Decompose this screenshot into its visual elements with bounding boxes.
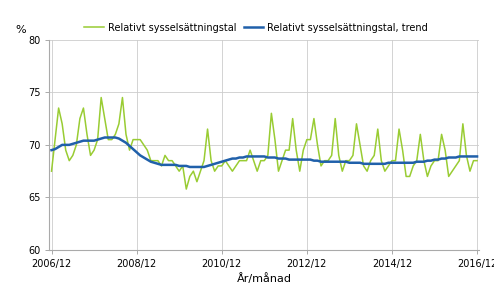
Relativt sysselsättningstal, trend xyxy=(102,136,108,139)
Relativt sysselsättningstal, trend xyxy=(322,160,328,163)
Relativt sysselsättningstal xyxy=(453,164,459,168)
Relativt sysselsättningstal, trend xyxy=(91,139,97,142)
Relativt sysselsättningstal xyxy=(343,159,349,163)
Relativt sysselsättningstal xyxy=(474,159,480,163)
Relativt sysselsättningstal, trend xyxy=(151,161,157,165)
Text: %: % xyxy=(15,25,26,35)
Relativt sysselsättningstal, trend xyxy=(474,155,480,158)
Relativt sysselsättningstal, trend xyxy=(237,156,243,159)
Line: Relativt sysselsättningstal: Relativt sysselsättningstal xyxy=(51,98,477,189)
Legend: Relativt sysselsättningstal, Relativt sysselsättningstal, trend: Relativt sysselsättningstal, Relativt sy… xyxy=(84,23,428,33)
Relativt sysselsättningstal xyxy=(48,169,54,173)
X-axis label: År/månad: År/månad xyxy=(237,273,292,284)
Relativt sysselsättningstal, trend xyxy=(48,148,54,152)
Relativt sysselsättningstal xyxy=(183,187,189,191)
Relativt sysselsättningstal xyxy=(98,96,104,99)
Relativt sysselsättningstal xyxy=(91,148,97,152)
Relativt sysselsättningstal, trend xyxy=(343,160,349,163)
Relativt sysselsättningstal, trend xyxy=(453,156,459,159)
Relativt sysselsättningstal xyxy=(322,159,328,163)
Relativt sysselsättningstal, trend xyxy=(187,165,193,169)
Line: Relativt sysselsättningstal, trend: Relativt sysselsättningstal, trend xyxy=(51,138,477,167)
Relativt sysselsättningstal xyxy=(237,159,243,163)
Relativt sysselsättningstal xyxy=(151,159,157,163)
